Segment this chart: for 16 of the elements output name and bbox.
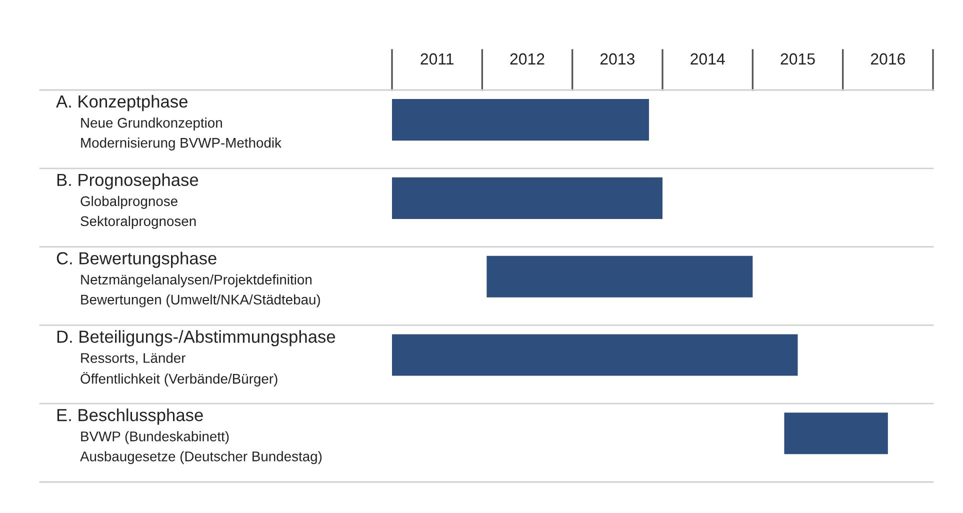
y-tick-label: A. Konzeptphase Neue Grundkonzeption Modernisierung BVWP-Methodik [56,94,282,150]
bar [392,177,662,219]
x-tick-label: 2011 [420,53,454,65]
x-tick-label: 2014 [690,53,725,65]
y-tick-label: D. Beteiligungs-/Abstimmungsphase Ressorts, Länder Öffentlichkeit (Verbände/Bürger) [57,330,336,386]
bar [784,412,888,454]
y-tick-label: C. Bewertungsphase Netzmängelanalysen/Projektdefinition Bewertungen (Umwelt/NKA/Städtebau) [56,252,320,308]
x-tick-label: 2016 [870,53,905,65]
bar [392,99,649,141]
bar [392,334,798,376]
x-tick-label: 2013 [600,53,634,65]
bar [486,256,753,298]
x-tick-label: 2012 [510,53,544,65]
y-tick-label: E. Beschlussphase BVWP (Bundeskabinett) Ausbaugesetze (Deutscher Bundestag) [57,408,322,464]
y-tick-label: B. Prognosephase Globalprognose Sektoralprognosen [57,173,198,229]
x-tick-label: 2015 [780,53,815,65]
